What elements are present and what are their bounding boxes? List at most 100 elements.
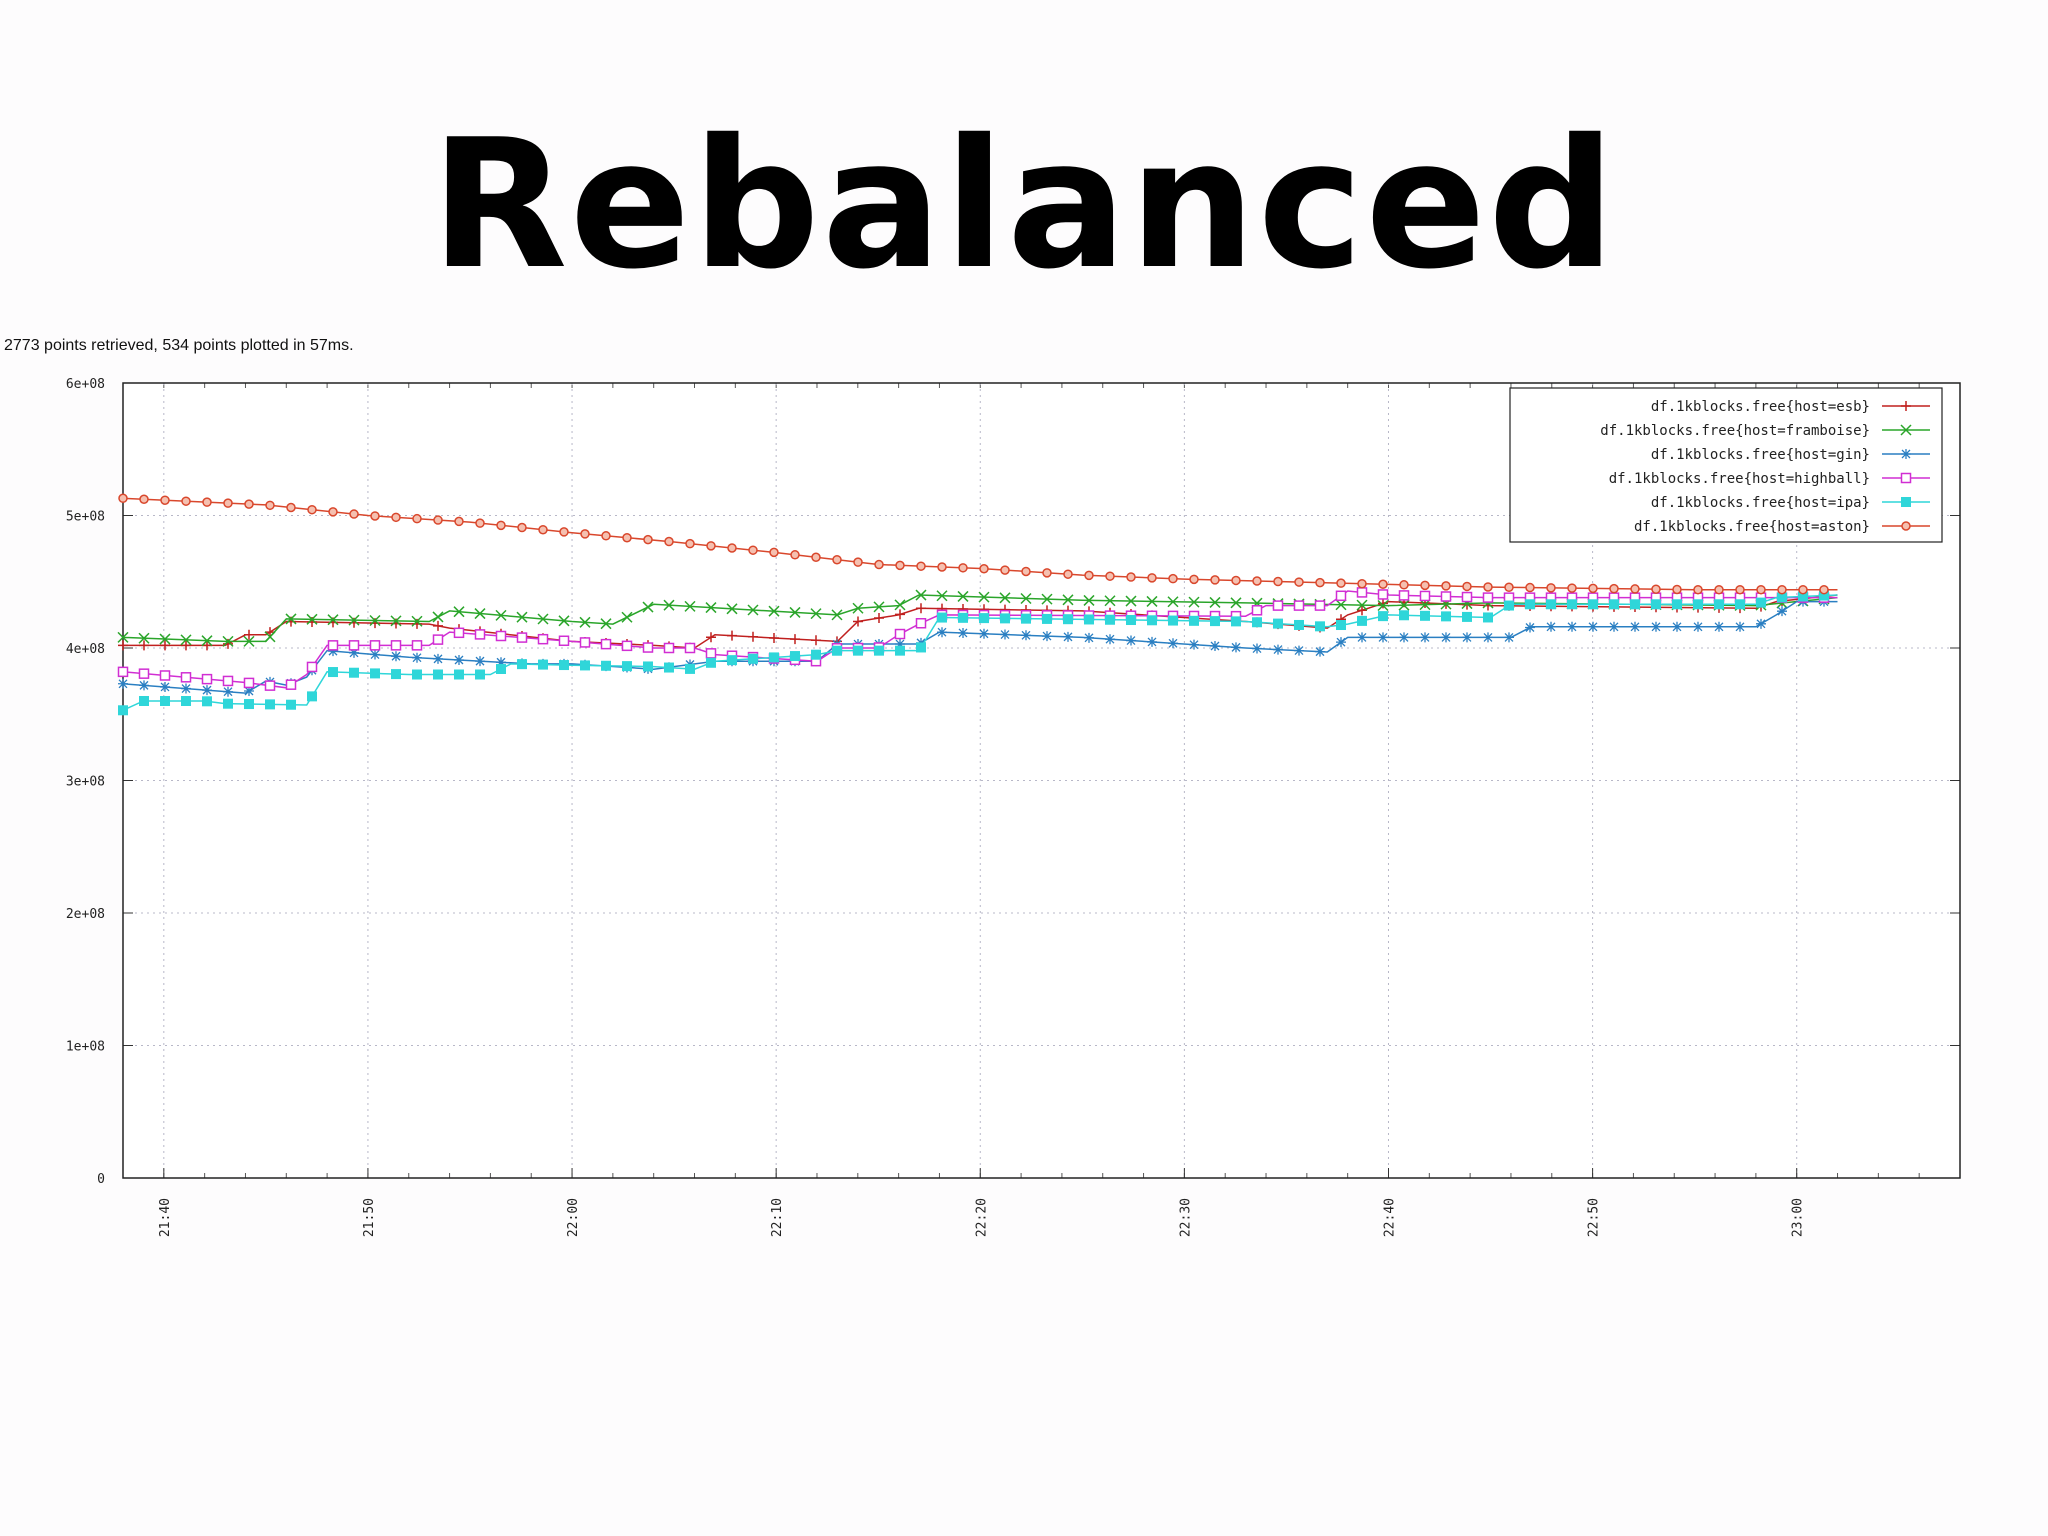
data-point xyxy=(181,683,191,694)
data-point xyxy=(663,599,675,611)
data-point xyxy=(1357,632,1367,643)
data-point xyxy=(369,614,381,627)
data-point xyxy=(1567,583,1577,593)
data-point xyxy=(496,657,506,668)
slide-title: Rebalanced xyxy=(430,101,1618,308)
data-point xyxy=(580,529,590,539)
data-point xyxy=(265,500,275,511)
data-point xyxy=(328,667,338,678)
data-point xyxy=(748,631,758,642)
data-point xyxy=(1083,594,1095,606)
x-tick-label: 21:40 xyxy=(158,1198,173,1237)
data-point xyxy=(1546,599,1556,610)
data-point xyxy=(138,632,150,644)
data-point xyxy=(474,629,486,640)
data-point xyxy=(1251,605,1263,616)
data-point xyxy=(1462,632,1472,643)
data-point xyxy=(1777,606,1787,617)
data-point xyxy=(1482,592,1494,603)
x-tick-label: 22:40 xyxy=(1382,1198,1397,1237)
data-point xyxy=(684,642,696,654)
data-point xyxy=(1273,576,1283,587)
data-point xyxy=(937,627,947,638)
data-point xyxy=(727,655,737,666)
data-point xyxy=(160,640,170,651)
data-point xyxy=(1420,610,1430,621)
data-point xyxy=(433,653,443,664)
data-point xyxy=(1819,590,1829,601)
y-tick-label: 0 xyxy=(97,1172,105,1187)
data-point xyxy=(1630,599,1640,610)
data-point xyxy=(999,592,1011,604)
data-point xyxy=(831,609,843,621)
data-point xyxy=(705,648,717,659)
data-point xyxy=(1105,634,1115,645)
data-point xyxy=(1041,593,1053,605)
data-point xyxy=(853,557,863,567)
data-point xyxy=(1461,591,1473,603)
data-point xyxy=(201,673,213,685)
data-point xyxy=(1000,565,1010,575)
data-point xyxy=(1336,578,1346,588)
data-point xyxy=(180,672,192,683)
data-point xyxy=(202,685,212,696)
data-point xyxy=(1314,600,1326,611)
data-point xyxy=(1378,598,1388,609)
series-line-3 xyxy=(122,590,1838,689)
data-point xyxy=(663,642,675,654)
data-point xyxy=(412,513,422,524)
data-point xyxy=(1483,612,1493,623)
data-point xyxy=(1315,577,1325,588)
data-point xyxy=(1420,632,1430,643)
data-point xyxy=(1714,621,1724,632)
data-point xyxy=(1294,577,1304,587)
data-point xyxy=(285,679,297,690)
data-point xyxy=(202,497,212,507)
plot-frame xyxy=(122,382,1961,1179)
data-point xyxy=(1630,584,1640,594)
data-point xyxy=(243,635,255,647)
data-point xyxy=(958,612,968,623)
data-point xyxy=(328,646,338,657)
data-point xyxy=(1735,621,1745,632)
data-point xyxy=(1356,587,1368,598)
data-point xyxy=(1273,644,1283,655)
data-point xyxy=(454,516,464,527)
data-point xyxy=(265,699,275,710)
y-tick-label: 4e+08 xyxy=(66,642,105,657)
data-point xyxy=(1189,615,1199,626)
data-point xyxy=(223,686,233,697)
data-point xyxy=(118,493,128,504)
data-point xyxy=(1483,582,1493,592)
data-point xyxy=(705,602,717,614)
data-point xyxy=(1231,616,1241,627)
data-point xyxy=(160,681,170,692)
data-point xyxy=(118,640,128,651)
data-point xyxy=(600,638,612,650)
data-point xyxy=(349,667,359,678)
data-point xyxy=(1252,576,1262,586)
data-point xyxy=(622,532,632,543)
data-point xyxy=(223,498,233,508)
data-point xyxy=(117,631,129,643)
data-point xyxy=(559,660,569,671)
x-tick-label: 22:00 xyxy=(566,1198,581,1237)
data-point xyxy=(432,611,444,623)
data-point xyxy=(244,699,254,710)
data-point xyxy=(643,661,653,672)
legend-label: df.1kblocks.free{host=aston} xyxy=(1634,519,1870,535)
data-point xyxy=(1168,638,1178,649)
data-point xyxy=(1588,599,1598,610)
data-point xyxy=(1546,621,1556,632)
data-point xyxy=(517,659,527,670)
data-point xyxy=(916,642,926,653)
data-point xyxy=(1210,641,1220,652)
data-point xyxy=(1273,618,1283,629)
data-point xyxy=(1231,575,1241,586)
data-point xyxy=(1378,632,1388,643)
data-point xyxy=(159,670,171,681)
data-point xyxy=(915,589,927,601)
data-point xyxy=(979,563,989,574)
data-point xyxy=(789,606,801,618)
data-point xyxy=(1147,636,1157,647)
